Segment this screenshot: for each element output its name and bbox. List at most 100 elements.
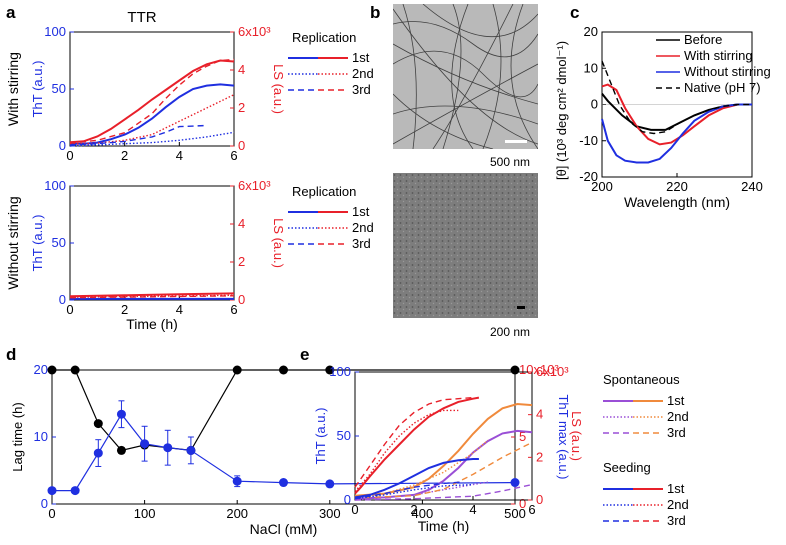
legend-spont-1st-label: 1st	[667, 393, 685, 408]
x-tick-label: 6	[230, 302, 237, 317]
x-tick-label: 2	[410, 502, 417, 517]
legend-seed-1st-label: 1st	[667, 481, 685, 496]
panel-label-b: b	[370, 3, 380, 22]
y2-axis-label: ThT max (a.u.)	[556, 394, 571, 479]
y2-axis-label: LS (a.u.)	[271, 64, 286, 114]
legend-seed-3rd-label: 3rd	[667, 513, 686, 528]
tht-max-point	[70, 486, 80, 496]
series-line-without-stirring	[601, 103, 752, 164]
x-tick-label: 0	[48, 506, 55, 521]
y-axis-label: ThT (a.u.)	[313, 408, 328, 465]
x-tick-label: 400	[412, 506, 434, 521]
y-tick-label: 0	[344, 492, 351, 507]
legend-title: Replication	[292, 30, 356, 45]
x-tick-label: 240	[741, 179, 763, 194]
series-line-1st	[69, 59, 235, 144]
x-tick-label: 220	[666, 179, 688, 194]
x-tick-label: 0	[351, 502, 358, 517]
tht-max-point	[116, 409, 126, 419]
x-tick-label: 2	[121, 148, 128, 163]
series-line-seeding-1st	[354, 458, 479, 499]
x-tick-label: 4	[469, 502, 476, 517]
chart-title: TTR	[127, 9, 156, 26]
y-tick-label: 100	[44, 24, 66, 39]
y2-tick-label: 0	[536, 492, 543, 507]
tht-max-point	[232, 476, 242, 486]
x-tick-label: 200	[591, 179, 613, 194]
legend-entry-2nd-label: 2nd	[352, 66, 374, 81]
y2-tick-label: 6x10³	[238, 24, 271, 39]
series-line-seeding-2nd	[354, 409, 459, 492]
y2-tick-label: 4	[238, 216, 245, 231]
y-tick-label: 0	[41, 496, 48, 511]
legend-group-spontaneous: Spontaneous	[603, 372, 680, 387]
legend-label-3: Native (pH 7)	[684, 80, 761, 95]
legend-seed-2nd-label: 2nd	[667, 497, 689, 512]
series-line-1st	[69, 292, 235, 298]
lag-time-point	[232, 365, 242, 375]
x-tick-label: 4	[176, 302, 183, 317]
legend-entry-1st-label: 1st	[352, 204, 370, 219]
legend-spont-3rd-label: 3rd	[667, 425, 686, 440]
y-tick-label: 100	[44, 178, 66, 193]
series-line-seeding-1st	[354, 396, 480, 495]
x-axis-label: Wavelength (nm)	[624, 194, 730, 210]
series-line-seeding-2nd	[354, 483, 474, 500]
legend-label-1: With stirring	[684, 48, 753, 63]
series-line-spontaneous-3rd	[354, 441, 533, 499]
y2-tick-label: 5	[519, 429, 526, 444]
x-axis-label: NaCl (mM)	[250, 521, 318, 537]
tem-scale-label-top: 500 nm	[490, 155, 530, 169]
panel-label-a: a	[6, 3, 16, 22]
y2-tick-label: 2	[536, 449, 543, 464]
y-tick-label: 20	[34, 362, 48, 377]
tht-max-point	[93, 448, 103, 458]
y-tick-label: 10	[34, 429, 48, 444]
legend-group-seeding: Seeding	[603, 460, 651, 475]
y-tick-label: 100	[329, 364, 351, 379]
tht-max-point	[140, 439, 150, 449]
x-tick-label: 0	[66, 302, 73, 317]
y2-tick-label: 6x10³	[238, 178, 271, 193]
series-line-seeding-3rd	[354, 481, 462, 500]
y2-tick-label: 2	[238, 100, 245, 115]
y-axis-label: ThT (a.u.)	[30, 215, 45, 272]
tht-max-point	[186, 445, 196, 455]
y-axis-label: ThT (a.u.)	[30, 61, 45, 118]
lag-time-point	[325, 365, 335, 375]
tht-max-point	[510, 478, 520, 488]
legend-label-2: Without stirring	[684, 64, 771, 79]
lag-time-point	[93, 419, 103, 429]
legend-entry-3rd-label: 3rd	[352, 236, 371, 251]
y2-tick-label: 0	[519, 496, 526, 511]
tht-max-point	[279, 478, 288, 488]
y-tick-label: 0	[59, 138, 66, 153]
x-tick-label: 200	[226, 506, 248, 521]
plot-frame	[69, 185, 235, 301]
legend-entry-3rd-label: 3rd	[352, 82, 371, 97]
x-axis-label: Time (h)	[126, 316, 178, 332]
y-tick-label: -10	[579, 133, 598, 148]
y-tick-label: -20	[579, 169, 598, 184]
y2-axis-label: LS (a.u.)	[569, 411, 584, 461]
lag-time-point	[47, 365, 57, 375]
panel-label-c: c	[570, 3, 579, 22]
tht-max-point	[47, 486, 57, 496]
y2-axis-label: LS (a.u.)	[271, 218, 286, 268]
y-axis-label: Lag time (h)	[10, 402, 25, 471]
tht-max-point	[163, 443, 173, 453]
lag-time-point	[279, 365, 288, 375]
y-tick-label: 20	[584, 24, 598, 39]
legend-label-0: Before	[684, 32, 722, 47]
lag-time-point	[510, 365, 520, 375]
series-line-3rd	[69, 58, 235, 144]
panel-label-e: e	[300, 345, 309, 364]
series-line-2nd	[69, 131, 235, 147]
tht-max-point	[325, 479, 335, 489]
y2-tick-label: 4	[536, 407, 543, 422]
y-axis-label: [θ] (10³ deg cm² dmol⁻¹)	[554, 41, 569, 180]
y2-tick-label: 6x10³	[536, 364, 569, 379]
panel-label-d: d	[6, 345, 16, 364]
